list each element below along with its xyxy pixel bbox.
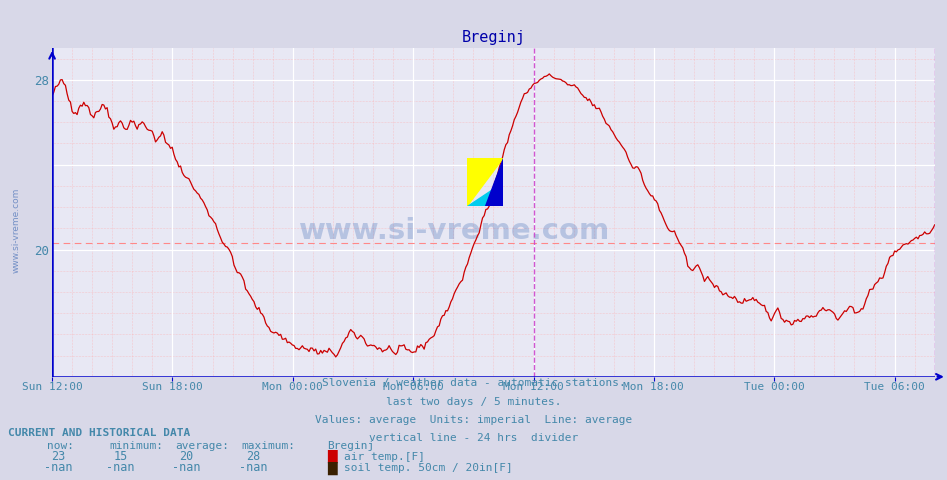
Text: -nan: -nan [106, 461, 134, 474]
Text: 15: 15 [113, 450, 128, 463]
Text: www.si-vreme.com: www.si-vreme.com [299, 216, 611, 245]
Text: Values: average  Units: imperial  Line: average: Values: average Units: imperial Line: av… [314, 415, 633, 425]
Text: █: █ [327, 461, 336, 475]
Text: -nan: -nan [172, 461, 201, 474]
Text: now:: now: [47, 441, 75, 451]
Text: 20: 20 [179, 450, 194, 463]
Title: Breginj: Breginj [461, 30, 526, 46]
Polygon shape [486, 158, 504, 206]
Text: Breginj: Breginj [327, 441, 374, 451]
Text: vertical line - 24 hrs  divider: vertical line - 24 hrs divider [369, 433, 578, 443]
Text: 28: 28 [245, 450, 260, 463]
Text: last two days / 5 minutes.: last two days / 5 minutes. [385, 396, 562, 407]
Text: maximum:: maximum: [241, 441, 295, 451]
Text: soil temp. 50cm / 20in[F]: soil temp. 50cm / 20in[F] [344, 463, 512, 473]
Text: minimum:: minimum: [109, 441, 163, 451]
Text: air temp.[F]: air temp.[F] [344, 452, 425, 462]
Text: www.si-vreme.com: www.si-vreme.com [11, 188, 21, 273]
Text: CURRENT AND HISTORICAL DATA: CURRENT AND HISTORICAL DATA [8, 428, 189, 438]
Polygon shape [468, 158, 504, 206]
Text: -nan: -nan [239, 461, 267, 474]
Text: -nan: -nan [45, 461, 73, 474]
Text: Slovenia / weather data - automatic stations.: Slovenia / weather data - automatic stat… [322, 378, 625, 388]
Text: 23: 23 [51, 450, 66, 463]
Polygon shape [468, 182, 504, 206]
Text: █: █ [327, 450, 336, 463]
Text: average:: average: [175, 441, 229, 451]
